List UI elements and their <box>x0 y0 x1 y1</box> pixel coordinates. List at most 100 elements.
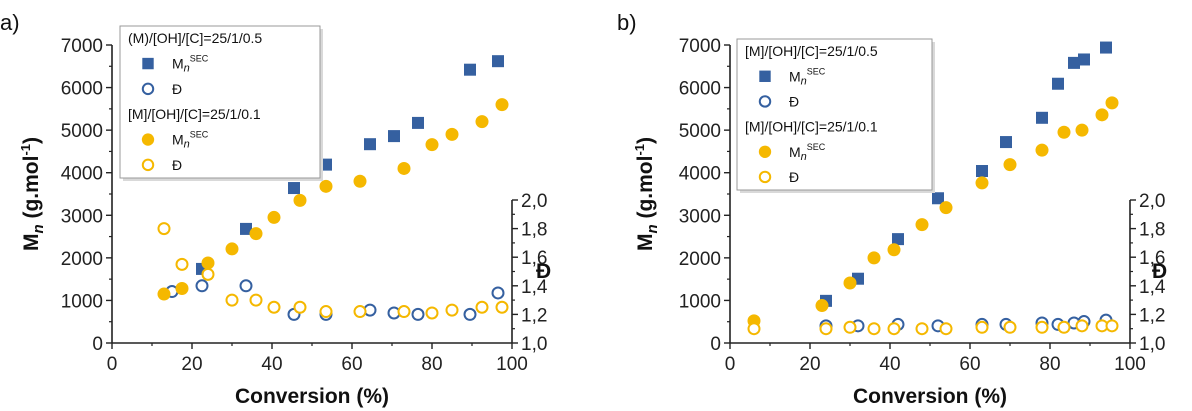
data-point-orange-circle-open <box>445 303 459 317</box>
legend-header: [M]/[OH]/[C]=25/1/0.1 <box>128 106 261 122</box>
data-point-orange-circle <box>267 210 281 224</box>
data-point-blue-square <box>1000 136 1012 149</box>
data-point-orange-circle-open <box>819 322 833 336</box>
x-tick-label: 80 <box>421 354 442 375</box>
data-point-orange-circle <box>887 243 901 257</box>
data-point-orange-circle-open <box>1003 320 1017 334</box>
y-left-tick-label: 0 <box>710 334 721 355</box>
legend-label: MnSEC <box>789 142 826 163</box>
data-point-orange-circle-open <box>225 293 239 307</box>
legend-marker-blue-square <box>759 70 771 82</box>
data-point-orange-circle <box>225 242 239 256</box>
data-point-orange-circle-open <box>397 305 411 319</box>
y-right-tick-label: 1,4 <box>521 277 548 298</box>
data-point-blue-square <box>492 55 504 68</box>
data-point-orange-circle-open <box>157 222 171 236</box>
data-point-orange-circle <box>1003 158 1017 172</box>
legend-header: (M)/[OH]/[C]=25/1/0.5 <box>128 30 262 46</box>
data-point-orange-circle-open <box>353 305 367 319</box>
y-right-tick-label: 1,0 <box>1139 334 1165 355</box>
legend-label: Đ <box>789 93 799 109</box>
data-point-orange-circle-open <box>267 300 281 314</box>
y-left-tick-label: 7000 <box>61 36 103 57</box>
y-left-tick-label: 3000 <box>61 206 103 227</box>
data-point-blue-circle-open <box>239 279 253 293</box>
data-point-blue-square <box>976 165 988 178</box>
data-point-blue-square <box>412 116 424 129</box>
data-point-orange-circle-open <box>1075 319 1089 333</box>
data-point-orange-circle <box>353 174 367 188</box>
y-left-tick-label: 5000 <box>679 121 721 142</box>
y-left-tick-label: 6000 <box>61 79 103 100</box>
y-right-tick-label: 2,0 <box>521 191 547 212</box>
x-tick-label: 60 <box>341 354 362 375</box>
y-left-tick-label: 4000 <box>679 164 721 185</box>
y-axis-right-title: Đ <box>536 260 551 283</box>
chart-panel-b: b)0 20 40 60 80 10001000200030004000500060007… <box>617 10 1167 408</box>
x-axis-title: Conversion (%) <box>853 385 1007 408</box>
chart-panel-a: a)0 20 40 60 80 10001000200030004000500060007… <box>0 10 551 408</box>
y-right-tick-label: 2,0 <box>1139 191 1165 212</box>
legend: (M)/[OH]/[C]=25/1/0.5 MnSEC Đ [M]/[OH]/[C]=… <box>119 25 323 181</box>
y-left-tick-label: 1000 <box>61 291 103 312</box>
data-point-orange-circle <box>1057 125 1071 139</box>
x-axis-title: Conversion (%) <box>235 385 389 408</box>
y-left-tick-label: 3000 <box>679 206 721 227</box>
legend-box <box>119 25 321 179</box>
legend-header: [M]/[OH]/[C]=25/1/0.5 <box>745 43 878 59</box>
legend-label: MnSEC <box>789 66 826 87</box>
data-point-orange-circle-open <box>939 322 953 336</box>
data-point-orange-circle-open <box>201 267 215 281</box>
data-point-orange-circle <box>1105 96 1119 110</box>
data-point-orange-circle-open <box>867 322 881 336</box>
y-axis-left-title: Mn (g.mol-1) <box>18 137 47 251</box>
legend-marker-orange-circle-open <box>141 158 155 172</box>
data-point-orange-circle-open <box>1105 319 1119 333</box>
data-point-orange-circle-open <box>887 322 901 336</box>
x-tick-label: 0 <box>107 354 118 375</box>
legend-marker-blue-circle-open <box>141 82 155 96</box>
data-point-orange-circle-open <box>1057 320 1071 334</box>
legend-marker-orange-circle-open <box>758 170 772 184</box>
y-left-tick-label: 2000 <box>61 249 103 270</box>
data-point-blue-circle-open <box>411 307 425 321</box>
y-right-tick-label: 1,6 <box>1139 248 1165 269</box>
y-right-tick-label: 1,8 <box>1139 220 1165 241</box>
data-point-orange-circle <box>175 282 189 296</box>
data-point-orange-circle-open <box>747 322 761 336</box>
data-point-orange-circle <box>201 256 215 270</box>
data-point-orange-circle <box>1075 123 1089 137</box>
y-left-tick-label: 7000 <box>679 36 721 57</box>
legend-label: MnSEC <box>172 130 209 151</box>
data-point-blue-square <box>1068 56 1080 69</box>
legend-label: MnSEC <box>172 54 209 75</box>
data-point-blue-square <box>1036 111 1048 124</box>
y-left-tick-label: 1000 <box>679 291 721 312</box>
y-left-tick-label: 2000 <box>679 249 721 270</box>
data-point-orange-circle <box>475 115 489 129</box>
data-point-blue-square <box>240 222 252 235</box>
y-left-tick-label: 0 <box>92 334 103 355</box>
data-point-orange-circle <box>939 201 953 215</box>
data-point-orange-circle <box>397 161 411 175</box>
data-point-orange-circle-open <box>495 300 509 314</box>
data-point-blue-circle-open <box>463 307 477 321</box>
data-point-blue-square <box>288 182 300 195</box>
data-point-orange-circle-open <box>293 300 307 314</box>
x-tick-label: 80 <box>1039 354 1060 375</box>
x-tick-label: 40 <box>879 354 900 375</box>
y-axis-right-title: Đ <box>1152 260 1167 283</box>
data-point-orange-circle-open <box>843 320 857 334</box>
data-point-orange-circle-open <box>1035 320 1049 334</box>
y-left-tick-label: 6000 <box>679 79 721 100</box>
data-point-orange-circle-open <box>975 320 989 334</box>
x-tick-label: 40 <box>261 354 282 375</box>
panel-label: a) <box>0 10 20 35</box>
x-tick-label: 20 <box>181 354 202 375</box>
data-point-blue-square <box>388 130 400 143</box>
legend-label: Đ <box>172 81 182 97</box>
legend-marker-blue-circle-open <box>758 95 772 108</box>
data-point-orange-circle-open <box>915 322 929 336</box>
y-right-tick-label: 1,2 <box>521 305 547 326</box>
